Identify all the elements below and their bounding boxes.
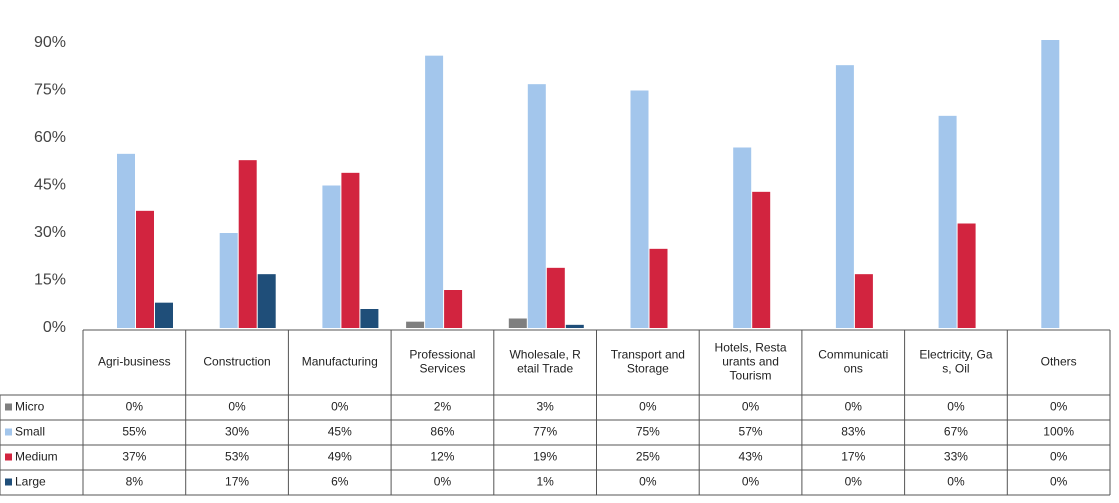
table-value: 0% bbox=[1050, 450, 1068, 464]
bar bbox=[565, 324, 584, 328]
y-tick-label: 30% bbox=[34, 224, 66, 241]
legend-label: Small bbox=[15, 425, 45, 439]
table-value: 0% bbox=[845, 475, 863, 489]
table-value: 75% bbox=[636, 425, 660, 439]
plot-area bbox=[117, 40, 1060, 329]
x-category-label: Construction bbox=[203, 355, 270, 369]
bar bbox=[733, 147, 752, 328]
table-value: 83% bbox=[841, 425, 865, 439]
x-category-label: Professional Services bbox=[409, 348, 475, 376]
y-tick-label: 90% bbox=[34, 34, 66, 51]
table-value: 25% bbox=[636, 450, 660, 464]
table-value: 17% bbox=[841, 450, 865, 464]
table-value: 55% bbox=[122, 425, 146, 439]
bar bbox=[854, 274, 873, 328]
table-value: 67% bbox=[944, 425, 968, 439]
legend-swatch bbox=[5, 478, 12, 486]
table-value: 0% bbox=[639, 475, 657, 489]
table-value: 0% bbox=[845, 400, 863, 414]
table-value: 0% bbox=[1050, 400, 1068, 414]
bar bbox=[546, 267, 565, 328]
table-value: 1% bbox=[536, 475, 554, 489]
bar bbox=[649, 248, 668, 328]
table-value: 45% bbox=[328, 425, 352, 439]
bar bbox=[835, 65, 854, 329]
legend-label: Micro bbox=[15, 400, 45, 414]
table-value: 33% bbox=[944, 450, 968, 464]
table-value: 86% bbox=[430, 425, 454, 439]
bar bbox=[136, 210, 154, 328]
table-value: 3% bbox=[536, 400, 554, 414]
bar bbox=[938, 115, 957, 328]
table-value: 37% bbox=[122, 450, 146, 464]
legend-swatch bbox=[5, 428, 12, 436]
table-value: 77% bbox=[533, 425, 557, 439]
legend-label: Medium bbox=[15, 450, 58, 464]
table-value: 49% bbox=[328, 450, 352, 464]
table-value: 2% bbox=[434, 400, 452, 414]
table-value: 0% bbox=[947, 400, 965, 414]
table-value: 0% bbox=[1050, 475, 1068, 489]
table-value: 8% bbox=[126, 475, 144, 489]
x-category-label: Communicati ons bbox=[818, 348, 888, 376]
y-tick-label: 15% bbox=[34, 272, 66, 289]
table-value: 43% bbox=[739, 450, 763, 464]
table-value: 17% bbox=[225, 475, 249, 489]
x-category-label: Electricity, Ga s, Oil bbox=[919, 348, 992, 376]
table-value: 0% bbox=[126, 400, 144, 414]
legend-swatch bbox=[5, 403, 12, 411]
legend-swatch bbox=[5, 453, 12, 461]
table-value: 12% bbox=[430, 450, 454, 464]
bar bbox=[219, 233, 238, 328]
bar bbox=[508, 318, 527, 328]
table-value: 0% bbox=[639, 400, 657, 414]
bar bbox=[752, 191, 771, 328]
table-value: 53% bbox=[225, 450, 249, 464]
y-tick-label: 75% bbox=[34, 82, 66, 99]
table-value: 0% bbox=[331, 400, 349, 414]
bar bbox=[425, 55, 444, 329]
table-value: 0% bbox=[434, 475, 452, 489]
bar bbox=[322, 185, 341, 328]
x-category-label: Hotels, Resta urants and Tourism bbox=[715, 341, 787, 383]
bar bbox=[360, 309, 379, 328]
bar bbox=[444, 290, 463, 328]
bar bbox=[630, 90, 649, 328]
table-value: 0% bbox=[228, 400, 246, 414]
bar bbox=[155, 302, 173, 328]
x-category-label: Manufacturing bbox=[302, 355, 378, 369]
table-value: 0% bbox=[742, 475, 760, 489]
bar bbox=[406, 321, 425, 328]
legend-label: Large bbox=[15, 475, 46, 489]
table-value: 57% bbox=[739, 425, 763, 439]
y-tick-label: 0% bbox=[43, 319, 66, 336]
x-category-label: Others bbox=[1041, 355, 1077, 369]
bar bbox=[257, 274, 276, 328]
x-category-label: Agri-business bbox=[98, 355, 171, 369]
bar bbox=[117, 153, 135, 328]
y-tick-label: 60% bbox=[34, 129, 66, 146]
table-value: 19% bbox=[533, 450, 557, 464]
x-category-label: Transport and Storage bbox=[611, 348, 685, 376]
table-value: 0% bbox=[947, 475, 965, 489]
table-value: 0% bbox=[742, 400, 760, 414]
bar bbox=[341, 172, 360, 328]
table-value: 6% bbox=[331, 475, 349, 489]
bar bbox=[1041, 40, 1060, 328]
y-tick-label: 45% bbox=[34, 177, 66, 194]
table-value: 100% bbox=[1043, 425, 1074, 439]
bar bbox=[957, 223, 976, 328]
bar bbox=[527, 84, 546, 329]
bar bbox=[238, 160, 257, 328]
table-value: 30% bbox=[225, 425, 249, 439]
